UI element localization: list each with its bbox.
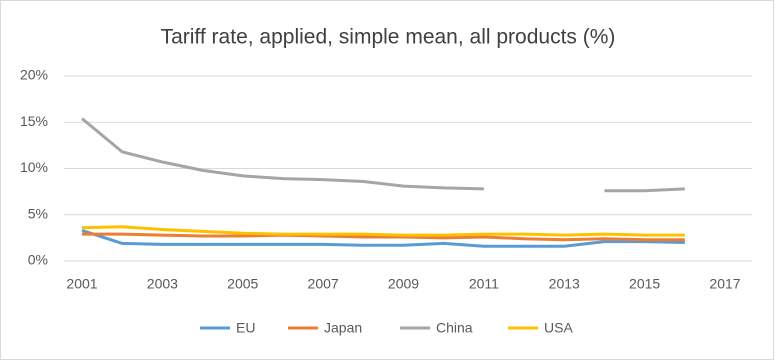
y-tick-label: 10% [20,159,48,175]
series-line [82,232,685,242]
x-tick-label: 2001 [66,276,97,292]
x-tick-label: 2011 [469,276,499,292]
chart-title: Tariff rate, applied, simple mean, all p… [161,26,616,49]
y-tick-label: 5% [28,205,48,221]
legend-label: Japan [324,320,362,336]
y-tick-label: 15% [20,113,48,129]
legend-label: EU [236,320,255,336]
x-tick-label: 2009 [388,276,419,292]
x-tick-label: 2007 [308,276,339,292]
x-tick-label: 2005 [227,276,258,292]
legend-label: China [436,320,473,336]
series-line [81,229,685,248]
series-line [81,117,685,193]
x-tick-label: 2003 [147,276,178,292]
y-tick-label: 0% [28,252,48,268]
y-tick-label: 20% [20,67,48,83]
series-line [81,225,685,237]
x-tick-label: 2013 [549,276,580,292]
legend-label: USA [544,320,573,336]
x-tick-label: 2017 [709,276,740,292]
x-tick-label: 2015 [629,276,660,292]
